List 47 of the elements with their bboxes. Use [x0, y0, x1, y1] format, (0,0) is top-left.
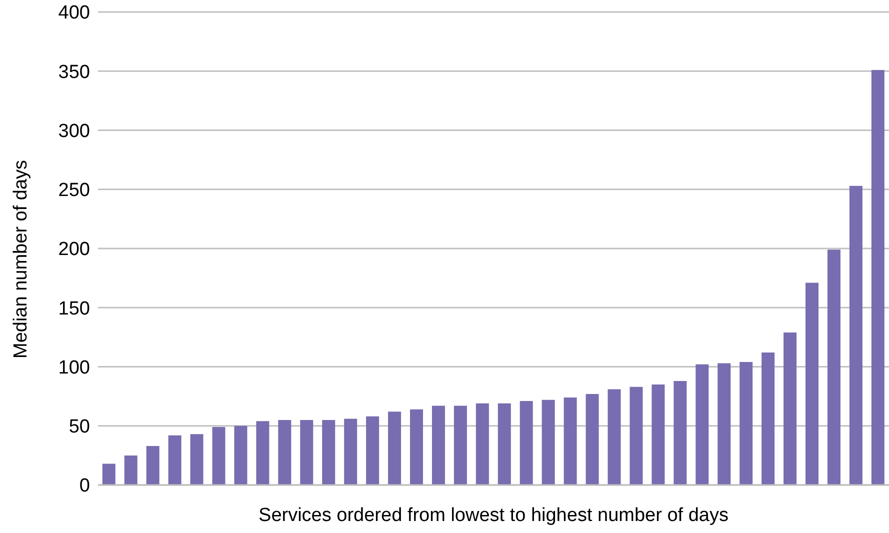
bar	[410, 409, 424, 485]
bar	[190, 434, 204, 485]
y-tick-label: 400	[58, 2, 90, 24]
bar	[102, 464, 116, 485]
x-axis-title: Services ordered from lowest to highest number of days	[258, 505, 728, 526]
bar	[124, 455, 138, 485]
bar	[652, 384, 665, 485]
bar	[344, 418, 358, 485]
bar	[454, 406, 467, 485]
bar	[256, 421, 270, 485]
bar	[322, 420, 336, 485]
bar	[542, 400, 555, 485]
bar	[476, 403, 489, 485]
bar	[740, 362, 753, 485]
bar	[388, 412, 402, 485]
bar	[564, 397, 577, 485]
y-tick-label: 50	[68, 416, 90, 438]
bar	[300, 420, 314, 485]
y-tick-label: 250	[58, 180, 90, 202]
y-tick-label: 100	[58, 357, 90, 378]
bar	[806, 282, 819, 485]
bar	[432, 406, 445, 485]
bar	[674, 380, 687, 485]
bar	[366, 416, 380, 485]
bar	[630, 386, 643, 485]
bar	[718, 363, 731, 485]
bar	[586, 394, 599, 485]
bar	[520, 401, 533, 485]
bar	[696, 364, 709, 485]
y-tick-label: 0	[79, 476, 90, 497]
bar	[278, 420, 292, 485]
y-tick-label: 350	[58, 62, 90, 83]
bar	[146, 446, 160, 485]
bar	[168, 435, 182, 485]
bar	[234, 426, 248, 485]
bar	[849, 186, 862, 485]
y-tick-label: 300	[58, 120, 90, 142]
y-axis-title: Median number of days	[10, 160, 32, 358]
bar	[212, 427, 226, 485]
y-tick-label: 150	[58, 298, 90, 320]
bar	[784, 332, 797, 485]
bar	[827, 250, 840, 485]
y-tick-label: 200	[58, 239, 90, 260]
bar	[608, 389, 621, 485]
bar	[498, 403, 511, 485]
bar	[871, 70, 884, 485]
bar	[762, 352, 775, 485]
